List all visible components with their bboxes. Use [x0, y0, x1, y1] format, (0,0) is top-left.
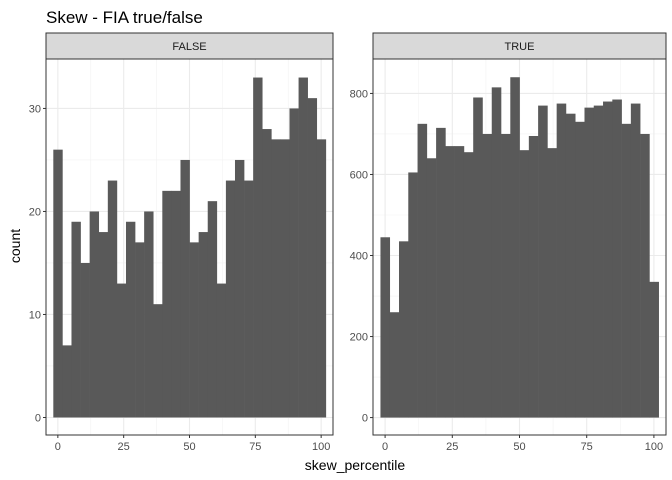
histogram-bar — [307, 98, 318, 418]
histogram-bar — [473, 97, 483, 418]
histogram-bar — [107, 180, 118, 418]
histogram-bar — [180, 159, 190, 418]
histogram-bar — [408, 172, 418, 418]
histogram-bar — [98, 232, 109, 418]
histogram-bar — [426, 158, 437, 418]
histogram-bar — [463, 152, 474, 418]
histogram-bar — [547, 148, 557, 418]
x-tick-label: 50 — [513, 441, 525, 453]
histogram-bar — [584, 107, 595, 418]
histogram-bar — [53, 149, 63, 418]
y-tick-label: 200 — [350, 332, 368, 344]
x-axis-title: skew_percentile — [305, 457, 406, 473]
strip-label: TRUE — [505, 41, 535, 53]
y-axis-title: count — [7, 229, 23, 263]
histogram-bar — [528, 135, 539, 418]
histogram-bar — [389, 312, 400, 418]
panels: FALSE 0 10 20 30 0 25 50 75 100 TRUE 0 200 400 600 800 0… — [29, 32, 667, 453]
histogram-bar — [135, 242, 145, 418]
histogram-bar — [216, 283, 227, 418]
x-tick-label: 0 — [382, 441, 388, 453]
histogram-bar — [612, 99, 622, 418]
histogram-bar — [565, 113, 576, 418]
histogram-bar — [234, 159, 245, 418]
histogram-bar — [538, 105, 548, 418]
histogram-bar — [630, 103, 641, 418]
x-tick-label: 100 — [645, 441, 663, 453]
histogram-bar — [445, 146, 455, 418]
y-tick-label: 800 — [350, 88, 368, 100]
histogram-bar — [253, 77, 263, 418]
histogram-bar — [575, 121, 585, 418]
histogram-bar — [491, 87, 502, 418]
panel-true: TRUE 0 200 400 600 800 0 25 50 75 100 — [350, 32, 667, 453]
histogram-bar — [71, 221, 81, 418]
strip-label: FALSE — [172, 41, 206, 53]
x-tick-label: 25 — [118, 441, 130, 453]
histogram-bar — [436, 127, 446, 418]
histogram-bar — [262, 129, 272, 418]
y-tick-label: 400 — [350, 251, 368, 263]
histogram-bar — [144, 211, 154, 418]
histogram-bar — [207, 201, 218, 418]
histogram-bar — [62, 345, 72, 418]
chart-title: Skew - FIA true/false — [46, 8, 203, 27]
y-tick-label: 10 — [29, 309, 41, 321]
histogram-bar — [171, 190, 181, 418]
panel-false: FALSE 0 10 20 30 0 25 50 75 100 — [29, 32, 334, 453]
histogram-bar — [162, 190, 172, 418]
x-tick-label: 50 — [183, 441, 195, 453]
histogram-bar — [482, 133, 493, 418]
histogram-bar — [189, 242, 199, 418]
histogram-bar — [399, 241, 409, 418]
y-tick-label: 0 — [362, 413, 368, 425]
histogram-bar — [501, 133, 511, 418]
histogram-bar — [316, 139, 327, 418]
histogram-bar — [298, 77, 308, 418]
histogram-bar — [125, 221, 136, 418]
histogram-bar — [621, 123, 632, 418]
histogram-bar — [244, 180, 254, 418]
histogram-bar — [289, 108, 299, 418]
histogram-bar — [417, 123, 428, 418]
y-tick-label: 600 — [350, 169, 368, 181]
histogram-bar — [510, 77, 520, 418]
x-tick-label: 75 — [581, 441, 593, 453]
strip-background — [45, 32, 334, 60]
histogram-bar — [280, 139, 290, 418]
x-tick-label: 100 — [312, 441, 330, 453]
histogram-bar — [603, 101, 613, 418]
histogram-bar — [593, 105, 604, 418]
histogram-bar — [649, 281, 659, 418]
histogram-bar — [116, 283, 127, 418]
x-tick-label: 0 — [55, 441, 61, 453]
histogram-bar — [80, 262, 90, 418]
x-tick-label: 25 — [446, 441, 458, 453]
histogram-bar — [640, 133, 650, 418]
histogram-bar — [556, 103, 567, 418]
y-tick-label: 30 — [29, 103, 41, 115]
y-tick-label: 0 — [35, 412, 41, 424]
histogram-bar — [153, 304, 163, 418]
histogram-bar — [454, 146, 465, 418]
x-tick-label: 75 — [249, 441, 261, 453]
y-tick-label: 20 — [29, 206, 41, 218]
histogram-bar — [89, 211, 100, 418]
histogram-bar — [225, 180, 236, 418]
histogram-bar — [519, 150, 530, 418]
histogram-bar — [271, 139, 281, 418]
histogram-bar — [380, 237, 391, 418]
histogram-bar — [198, 232, 209, 418]
